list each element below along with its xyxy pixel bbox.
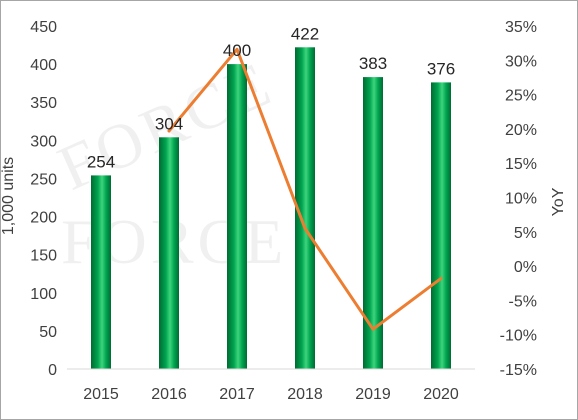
right-axis: -15% -10% -5% 0% 5% 10% 15% 20% 25% 30% 35%	[500, 19, 537, 379]
left-axis: 0 50 100 150 200 250 300 350 400 450	[30, 19, 57, 379]
bar-2018	[295, 47, 315, 370]
x-tick-2018: 2018	[287, 386, 323, 403]
bar-label-2018: 422	[291, 24, 319, 43]
bar-label-2016: 304	[155, 114, 183, 133]
right-tick-30%: 30%	[505, 53, 537, 70]
bar-label-2015: 254	[87, 152, 115, 171]
bar-2017	[227, 64, 247, 369]
left-tick-450: 450	[30, 19, 57, 36]
bar-2019	[363, 77, 383, 369]
left-tick-250: 250	[30, 171, 57, 188]
left-tick-150: 150	[30, 248, 57, 265]
bar-2016	[159, 137, 179, 369]
left-tick-0: 0	[48, 362, 57, 379]
x-tick-2016: 2016	[151, 386, 187, 403]
bar-label-2020: 376	[427, 59, 455, 78]
right-tick-35%: 35%	[505, 19, 537, 36]
left-tick-400: 400	[30, 57, 57, 74]
x-axis: 2015 2016 2017 2018 2019 2020	[67, 368, 475, 403]
right-tick--10%: -10%	[500, 328, 537, 345]
x-tick-2020: 2020	[423, 386, 459, 403]
right-tick-0%: 0%	[514, 259, 537, 276]
left-axis-title: 1,000 units	[1, 157, 17, 235]
right-tick-25%: 25%	[505, 88, 537, 105]
yoy-line-series	[167, 47, 443, 331]
right-tick-5%: 5%	[514, 225, 537, 242]
yoy-line	[167, 47, 443, 331]
bar-label-2019: 383	[359, 54, 387, 73]
right-tick--5%: -5%	[509, 293, 537, 310]
left-tick-350: 350	[30, 95, 57, 112]
left-tick-50: 50	[39, 324, 57, 341]
bar-data-labels: 254 304 400 422 383 376	[87, 24, 455, 171]
x-tick-2017: 2017	[219, 386, 255, 403]
bar-2020	[431, 82, 451, 370]
right-tick-15%: 15%	[505, 156, 537, 173]
bar-series	[91, 47, 451, 370]
left-tick-300: 300	[30, 133, 57, 150]
x-tick-2019: 2019	[355, 386, 391, 403]
right-tick--15%: -15%	[500, 362, 537, 379]
left-tick-100: 100	[30, 286, 57, 303]
right-tick-10%: 10%	[505, 191, 537, 208]
right-axis-title: YoY	[550, 187, 567, 216]
bar-2015	[91, 175, 111, 369]
x-tick-2015: 2015	[83, 386, 119, 403]
left-tick-200: 200	[30, 210, 57, 227]
bar-label-2017: 400	[223, 41, 251, 60]
right-tick-20%: 20%	[505, 122, 537, 139]
